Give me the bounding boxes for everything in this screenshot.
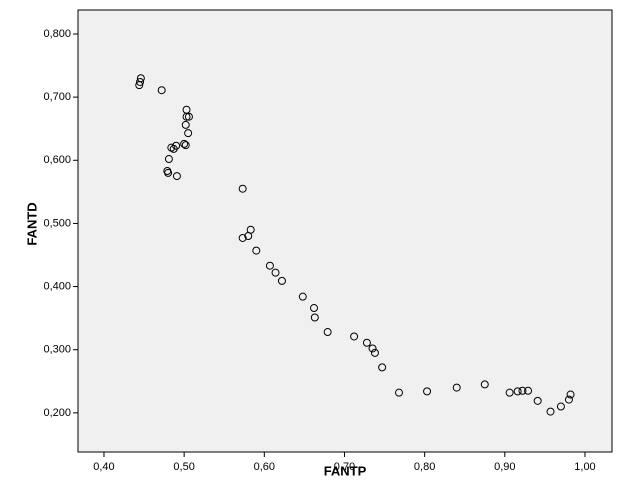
- y-tick-label: 0,300: [43, 344, 71, 356]
- point: [378, 363, 387, 372]
- point: [505, 388, 514, 397]
- point: [277, 276, 286, 285]
- point: [546, 407, 555, 416]
- x-tick-label: 0,50: [173, 461, 194, 473]
- x-tick-label: 0,80: [414, 461, 435, 473]
- point: [513, 387, 522, 396]
- x-tick-label: 0,90: [494, 461, 515, 473]
- point: [238, 184, 247, 193]
- point: [518, 386, 527, 395]
- point: [362, 338, 371, 347]
- point: [368, 344, 377, 353]
- x-tick-label: 0,60: [254, 461, 275, 473]
- point: [244, 232, 253, 241]
- y-axis-title: FANTD: [24, 202, 39, 245]
- point: [370, 348, 379, 357]
- point: [524, 386, 533, 395]
- point: [252, 246, 261, 255]
- x-tick-label: 0,70: [334, 461, 355, 473]
- point: [238, 233, 247, 242]
- point: [423, 387, 432, 396]
- point: [566, 390, 575, 399]
- point: [184, 129, 193, 138]
- point: [157, 86, 166, 95]
- y-tick-label: 0,400: [43, 280, 71, 292]
- point: [164, 155, 173, 164]
- y-tick-label: 0,500: [43, 217, 71, 229]
- y-tick-label: 0,800: [43, 28, 71, 40]
- point: [394, 388, 403, 397]
- x-axis-title: FANTP: [324, 463, 367, 478]
- plot-area: [77, 9, 613, 453]
- point: [135, 81, 144, 90]
- point: [323, 328, 332, 337]
- point: [265, 261, 274, 270]
- point: [184, 112, 193, 121]
- point: [164, 168, 173, 177]
- point: [556, 402, 565, 411]
- point: [533, 396, 542, 405]
- point: [310, 304, 319, 313]
- point: [136, 77, 145, 86]
- point: [310, 313, 319, 322]
- point: [182, 112, 191, 121]
- point: [181, 120, 190, 129]
- point: [180, 139, 189, 148]
- point: [172, 172, 181, 181]
- point: [271, 268, 280, 277]
- point: [564, 395, 573, 404]
- x-tick-label: 0,40: [93, 461, 114, 473]
- y-tick-label: 0,200: [43, 407, 71, 419]
- point: [298, 292, 307, 301]
- x-tick-label: 1,00: [574, 461, 595, 473]
- point: [480, 380, 489, 389]
- point: [181, 141, 190, 150]
- y-tick-label: 0,700: [43, 91, 71, 103]
- y-tick-label: 0,600: [43, 154, 71, 166]
- point: [350, 332, 359, 341]
- point: [452, 383, 461, 392]
- point: [169, 144, 178, 153]
